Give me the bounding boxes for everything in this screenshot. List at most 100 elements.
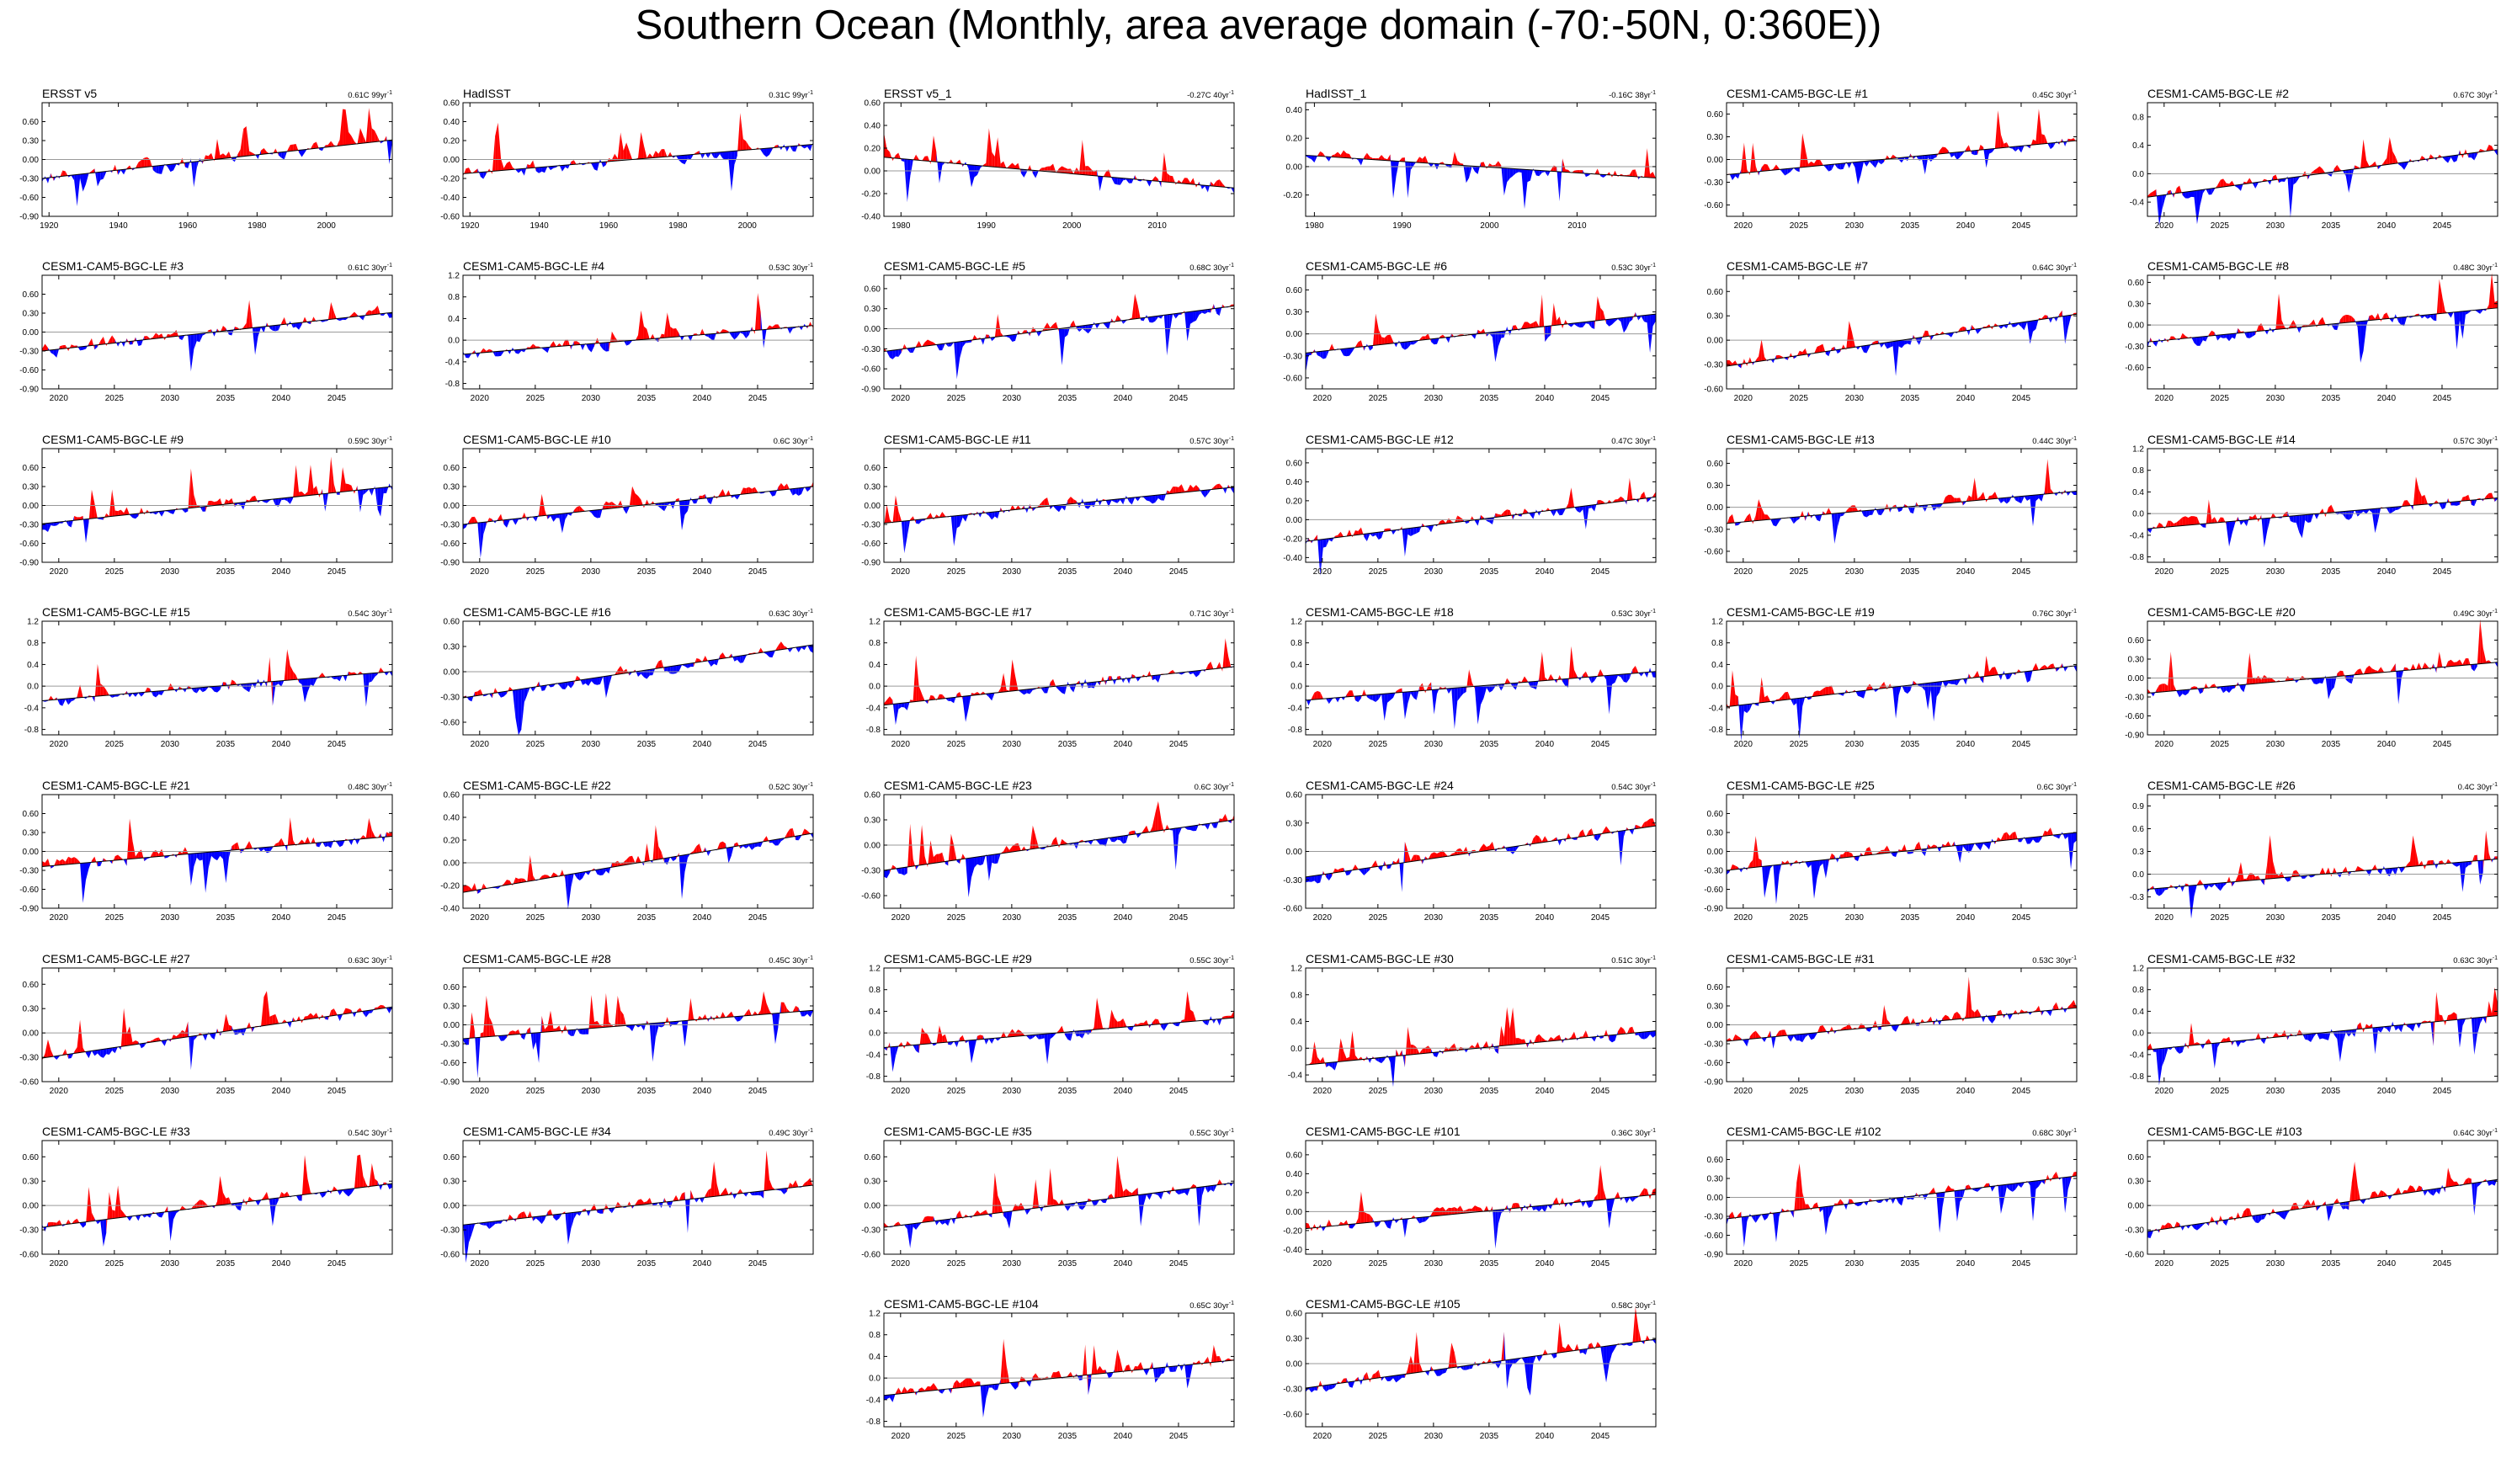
positive-anomaly	[1568, 832, 1572, 839]
negative-anomaly	[945, 861, 949, 866]
x-tick-label: 2035	[2322, 567, 2341, 577]
x-tick-label: 2045	[1169, 394, 1189, 403]
positive-anomaly	[2317, 166, 2320, 174]
chart-svg: CESM1-CAM5-BGC-LE #10 0.6C 30yr-1-0.90-0.…	[440, 433, 814, 577]
negative-anomaly	[790, 146, 793, 152]
trend-exponent: -1	[2072, 436, 2077, 442]
y-tick-label: -0.4	[24, 704, 40, 713]
positive-anomaly	[720, 841, 723, 849]
x-tick-label: 2020	[50, 913, 69, 923]
positive-anomaly	[1167, 173, 1170, 183]
positive-anomaly	[152, 850, 157, 858]
positive-anomaly	[1372, 860, 1376, 868]
positive-anomaly	[1727, 517, 1730, 526]
chart-panel: CESM1-CAM5-BGC-LE #15 0.54C 30yr-1 -0.8 -0.…	[24, 603, 434, 753]
negative-anomaly	[2024, 322, 2028, 331]
negative-anomaly	[2162, 887, 2165, 895]
positive-anomaly	[1059, 166, 1062, 173]
positive-anomaly	[643, 145, 647, 159]
positive-anomaly	[1469, 669, 1472, 687]
positive-anomaly	[1481, 843, 1484, 852]
positive-anomaly	[1729, 670, 1732, 710]
x-tick-label: 2030	[2266, 394, 2286, 403]
negative-anomaly	[1823, 859, 1826, 879]
negative-anomaly	[2293, 678, 2296, 683]
positive-anomaly	[2355, 165, 2358, 169]
y-tick-label: 0.8	[2132, 113, 2144, 122]
negative-anomaly	[222, 850, 226, 884]
negative-anomaly	[2471, 152, 2475, 161]
positive-anomaly	[1141, 829, 1144, 835]
negative-anomaly	[226, 850, 229, 884]
positive-anomaly	[615, 860, 618, 867]
negative-anomaly	[144, 857, 147, 862]
positive-anomaly	[1743, 142, 1748, 173]
positive-anomaly	[982, 162, 987, 167]
negative-anomaly	[1085, 678, 1088, 689]
negative-anomaly	[1026, 689, 1030, 694]
positive-anomaly	[1983, 656, 1987, 683]
positive-anomaly	[337, 139, 340, 146]
positive-anomaly	[924, 856, 928, 868]
negative-anomaly	[2325, 675, 2328, 699]
y-tick-label: 0.40	[865, 122, 881, 131]
x-tick-label: 2035	[216, 394, 236, 403]
positive-anomaly	[2003, 142, 2007, 148]
positive-anomaly	[1638, 494, 1642, 503]
positive-anomaly	[100, 336, 104, 345]
negative-anomaly	[109, 1047, 113, 1055]
positive-anomaly	[1629, 169, 1633, 177]
negative-anomaly	[2003, 670, 2007, 680]
positive-anomaly	[144, 157, 147, 168]
positive-anomaly	[1044, 497, 1048, 507]
y-tick-label: 0.60	[23, 810, 40, 819]
negative-anomaly	[359, 489, 364, 513]
negative-anomaly	[1481, 685, 1484, 705]
negative-anomaly	[2176, 690, 2180, 698]
positive-anomaly	[1018, 162, 1021, 173]
trend-exponent: -1	[1651, 782, 1656, 788]
positive-anomaly	[1492, 841, 1496, 853]
x-tick-label: 2020	[1313, 740, 1333, 749]
negative-anomaly	[2299, 514, 2302, 539]
negative-anomaly	[2494, 149, 2498, 157]
negative-anomaly	[1779, 168, 1782, 173]
negative-anomaly	[956, 515, 961, 529]
chart-panel: CESM1-CAM5-BGC-LE #23 0.6C 30yr-1 -0.60 -0.…	[861, 776, 1276, 926]
negative-anomaly	[2211, 883, 2215, 888]
positive-anomaly	[1583, 671, 1586, 678]
positive-anomaly	[299, 839, 302, 845]
positive-anomaly	[1398, 688, 1402, 693]
positive-anomaly	[2217, 517, 2221, 523]
negative-anomaly	[1460, 687, 1464, 698]
x-tick-label: 2030	[1424, 913, 1444, 923]
negative-anomaly	[383, 487, 387, 494]
negative-anomaly	[118, 169, 121, 175]
positive-anomaly	[2229, 876, 2232, 887]
x-tick-label: 2040	[693, 394, 712, 403]
negative-anomaly	[1811, 860, 1814, 899]
positive-anomaly	[2030, 139, 2033, 149]
positive-anomaly	[529, 160, 534, 168]
positive-anomaly	[1735, 865, 1738, 870]
negative-anomaly	[2033, 320, 2036, 332]
trend-line	[1305, 671, 1657, 701]
positive-anomaly	[1741, 142, 1744, 173]
positive-anomaly	[369, 817, 372, 838]
positive-anomaly	[1422, 336, 1426, 340]
negative-anomaly	[2018, 146, 2022, 153]
negative-anomaly	[2255, 182, 2259, 189]
positive-anomaly	[178, 157, 183, 166]
positive-anomaly	[1814, 690, 1817, 697]
positive-anomaly	[2404, 500, 2408, 507]
negative-anomaly	[798, 835, 802, 841]
negative-anomaly	[2267, 518, 2270, 532]
negative-anomaly	[1759, 167, 1762, 176]
panel-title: CESM1-CAM5-BGC-LE #10	[463, 433, 611, 446]
positive-anomaly	[1338, 531, 1341, 538]
negative-anomaly	[2179, 689, 2183, 698]
negative-anomaly	[1568, 323, 1572, 327]
y-tick-label: -0.8	[2130, 553, 2145, 562]
negative-anomaly	[1956, 845, 1961, 864]
positive-anomaly	[1635, 824, 1639, 829]
